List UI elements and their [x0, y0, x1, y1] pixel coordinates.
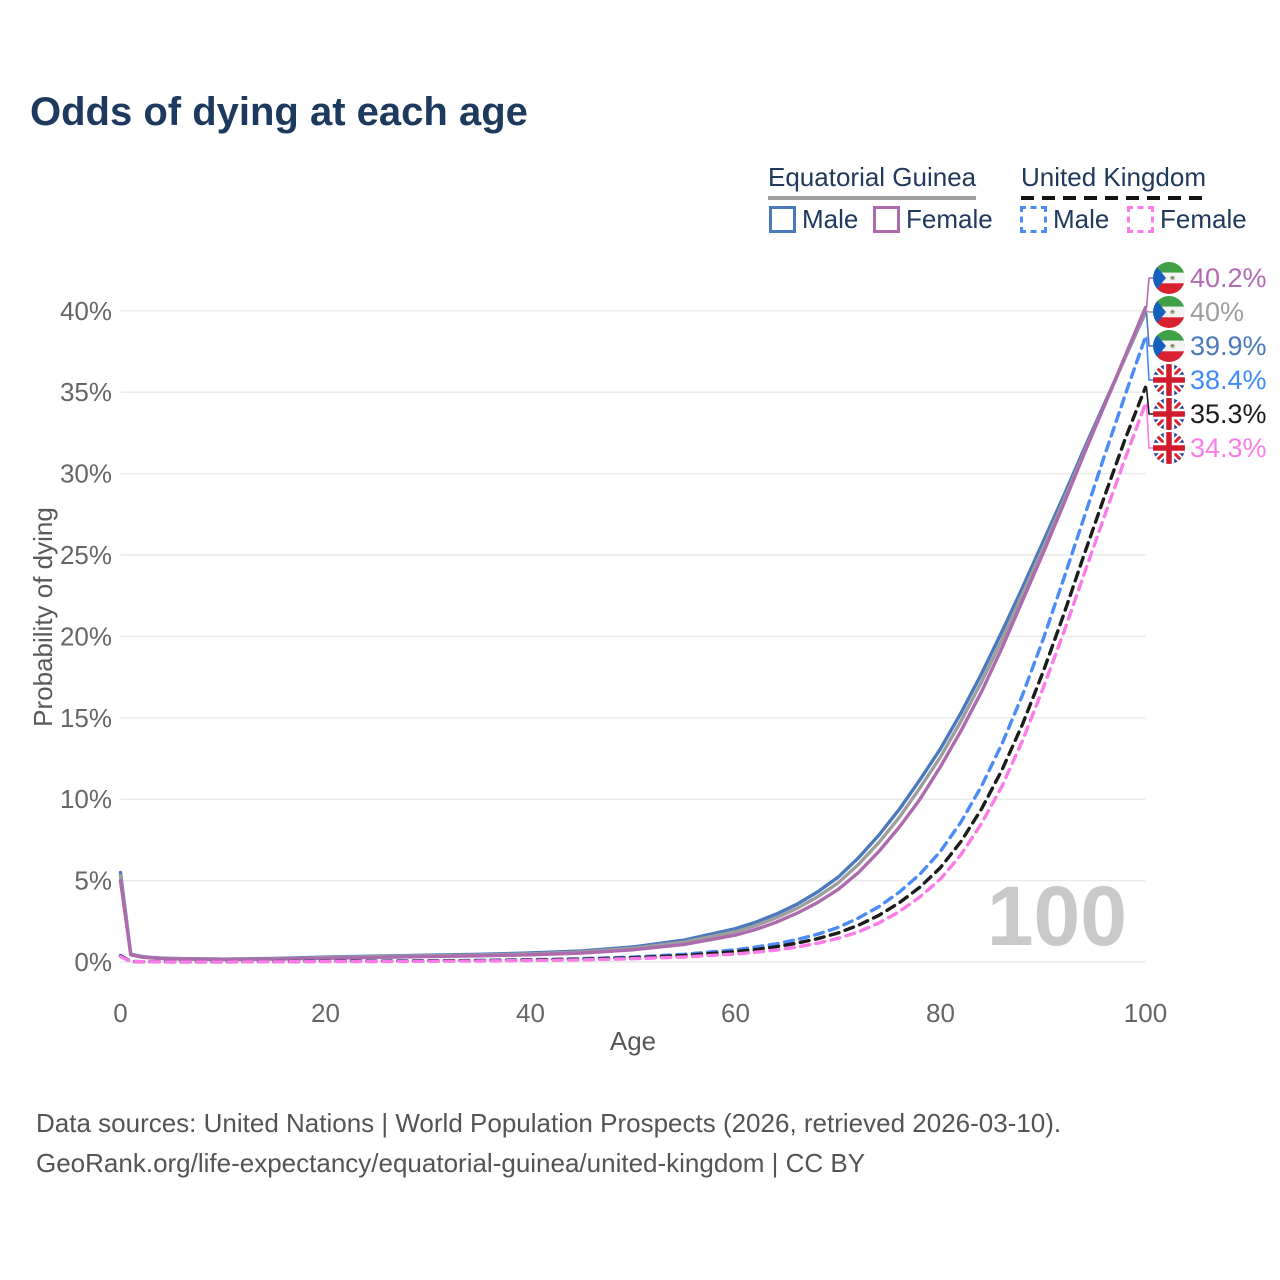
- end-label-connector: [1145, 403, 1153, 449]
- equatorial-guinea-flag-icon: [1153, 330, 1185, 362]
- y-tick-label: 5%: [74, 866, 112, 896]
- legend-item-uk-male: Male: [1020, 204, 1109, 235]
- legend-group-label: United Kingdom: [1021, 162, 1206, 192]
- legend-swatch-eg-female: [873, 206, 900, 233]
- equatorial-guinea-flag-icon: [1153, 296, 1185, 328]
- data-sources-text: Data sources: United Nations | World Pop…: [36, 1108, 1062, 1138]
- legend-item-label: Female: [1160, 204, 1247, 234]
- series-line-united-kingdom-male: [118, 335, 1148, 964]
- legend-swatch-uk-female: [1127, 206, 1154, 233]
- x-tick-label: 60: [721, 998, 750, 1028]
- gridlines: [120, 310, 1146, 963]
- y-tick-label: 25%: [60, 540, 112, 570]
- page-title: Odds of dying at each age: [30, 90, 528, 134]
- age-watermark: 100: [987, 869, 1127, 963]
- end-label-value: 40%: [1190, 297, 1245, 327]
- united-kingdom-flag-icon: [1153, 432, 1185, 464]
- legend-item-label: Female: [906, 204, 993, 234]
- y-tick-label: 35%: [60, 377, 112, 407]
- legend-swatch-uk-male: [1020, 206, 1047, 233]
- legend-underline-dashed: [1021, 196, 1206, 200]
- x-tick-label: 80: [926, 998, 955, 1028]
- united-kingdom-flag-icon: [1153, 398, 1185, 430]
- equatorial-guinea-flag-icon: [1153, 262, 1185, 294]
- end-label-row: 35.3%: [1153, 398, 1267, 430]
- end-label-row: 40%: [1153, 296, 1244, 328]
- series-lines: [118, 305, 1148, 964]
- x-axis-title: Age: [610, 1026, 656, 1056]
- end-label-value: 39.9%: [1190, 331, 1267, 361]
- end-label-row: 40.2%: [1153, 262, 1267, 294]
- y-tick-label: 40%: [60, 296, 112, 326]
- legend-group-equatorial-guinea: Equatorial Guinea: [768, 162, 977, 200]
- series-line-equatorial-guinea-female: [118, 305, 1148, 962]
- end-label-connector: [1146, 310, 1153, 313]
- x-tick-label: 0: [113, 998, 127, 1028]
- end-label-value: 35.3%: [1190, 399, 1267, 429]
- legend-underline-solid: [768, 196, 977, 200]
- end-label-value: 38.4%: [1190, 365, 1267, 395]
- y-axis-title: Probability of dying: [28, 507, 58, 727]
- x-tick-label: 100: [1124, 998, 1167, 1028]
- series-line-united-kingdom-female: [118, 401, 1148, 964]
- y-tick-label: 30%: [60, 459, 112, 489]
- y-tick-label: 20%: [60, 621, 112, 651]
- x-tick-label: 40: [516, 998, 545, 1028]
- end-label-value: 34.3%: [1190, 433, 1267, 463]
- series-line-equatorial-guinea-both: [118, 309, 1148, 961]
- end-label-connector: [1145, 336, 1153, 381]
- series-line-united-kingdom-both: [118, 385, 1148, 964]
- united-kingdom-flag-icon: [1153, 364, 1185, 396]
- axis-tick-labels: 0% 5% 10% 15% 20% 25% 30% 35% 40% 0 20 40 60 80 100: [60, 296, 1167, 1028]
- legend-item-label: Male: [802, 204, 859, 234]
- y-tick-label: 0%: [74, 947, 112, 977]
- legend-item-eg-female: Female: [873, 204, 993, 235]
- legend-item-uk-female: Female: [1127, 204, 1247, 235]
- end-label-connector: [1145, 277, 1153, 308]
- end-label-connector: [1145, 312, 1153, 347]
- end-label-row: 38.4%: [1153, 364, 1267, 396]
- end-label-row: 39.9%: [1153, 330, 1267, 362]
- end-label-row: 34.3%: [1153, 432, 1267, 464]
- end-label-connectors: [1145, 277, 1153, 449]
- x-tick-label: 20: [311, 998, 340, 1028]
- legend-group-label: Equatorial Guinea: [768, 162, 977, 192]
- legend-item-eg-male: Male: [769, 204, 858, 235]
- legend-group-united-kingdom: United Kingdom: [1021, 162, 1206, 200]
- legend-item-label: Male: [1053, 204, 1110, 234]
- y-tick-label: 15%: [60, 703, 112, 733]
- legend-swatch-eg-male: [769, 206, 796, 233]
- attribution-text: GeoRank.org/life-expectancy/equatorial-g…: [36, 1148, 866, 1178]
- y-tick-label: 10%: [60, 784, 112, 814]
- end-label-connector: [1145, 387, 1153, 415]
- end-label-value: 40.2%: [1190, 263, 1267, 293]
